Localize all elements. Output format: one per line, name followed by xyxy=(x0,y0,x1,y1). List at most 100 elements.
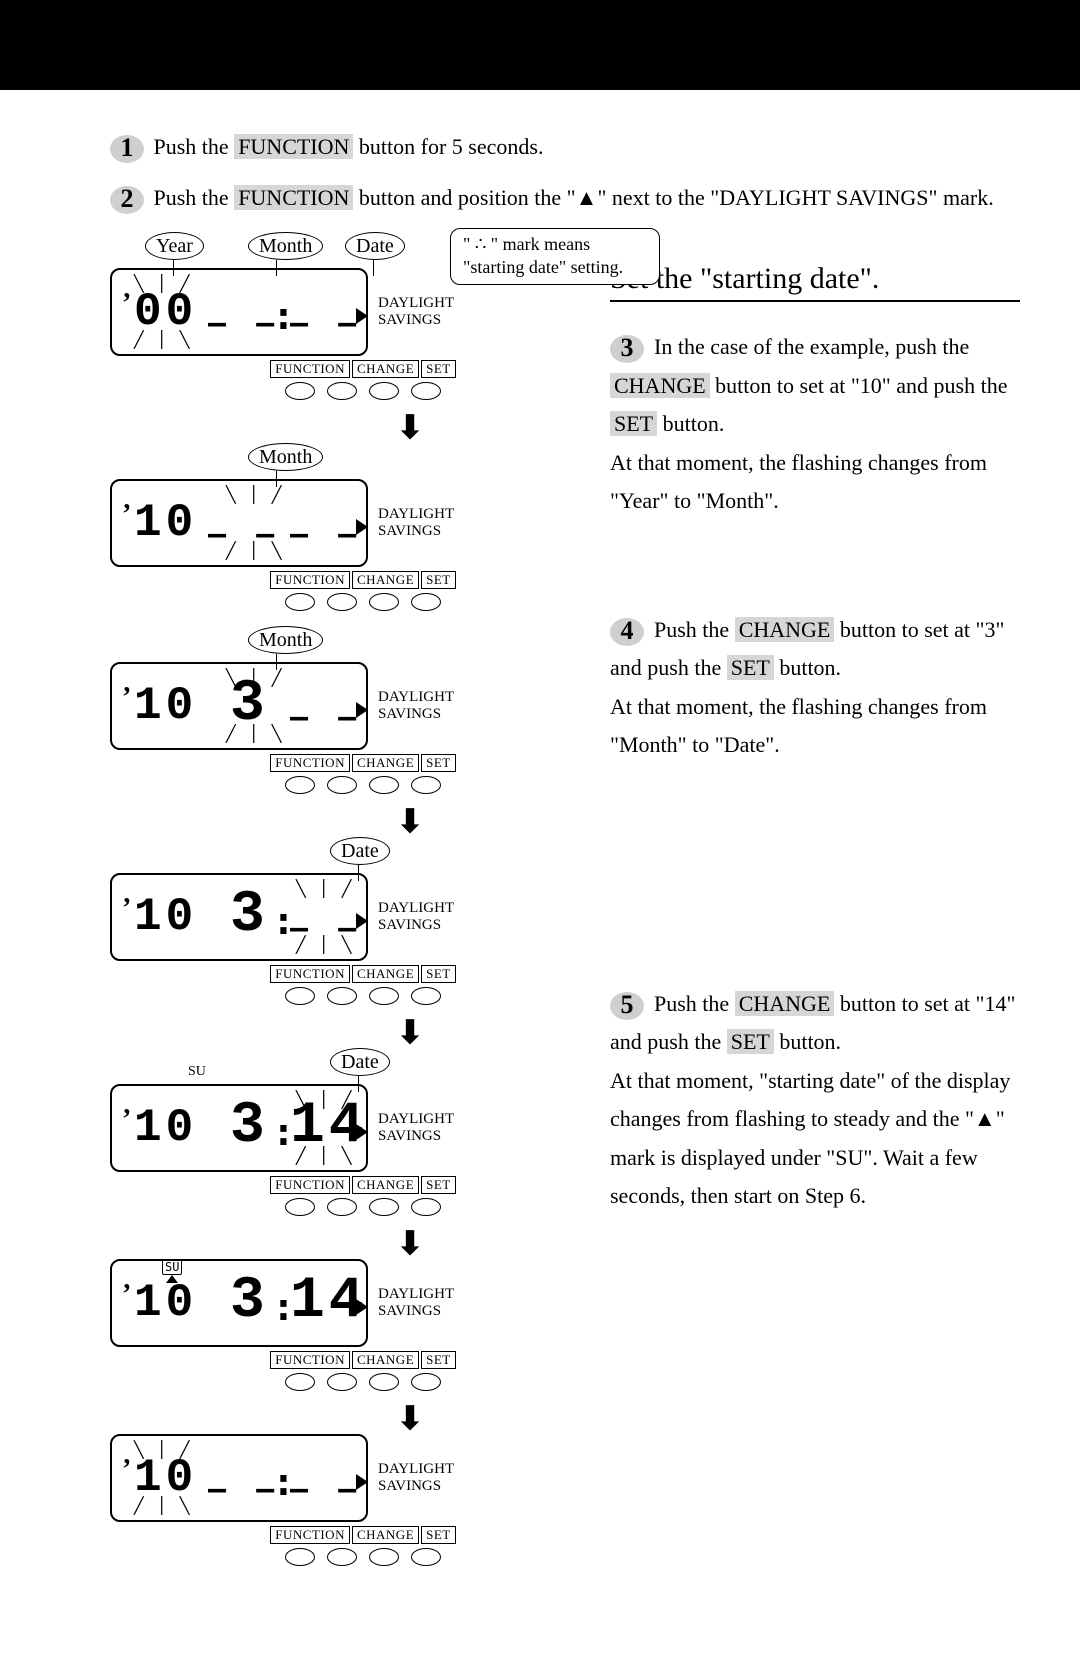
physical-button[interactable] xyxy=(369,382,399,400)
button-row xyxy=(156,985,570,1012)
instruction-step: 4 Push the CHANGE button to set at "3" a… xyxy=(610,611,1020,765)
section-underline xyxy=(610,300,1020,302)
dash-placeholder: – – xyxy=(208,1472,280,1507)
button-label: CHANGE xyxy=(352,1526,419,1544)
physical-button[interactable] xyxy=(411,593,441,611)
physical-button[interactable] xyxy=(285,382,315,400)
physical-button[interactable] xyxy=(369,1198,399,1216)
callout-date: Date xyxy=(345,232,405,260)
month-digits: 3 xyxy=(230,1094,269,1159)
year-digits: 10 xyxy=(134,1277,197,1329)
physical-button[interactable] xyxy=(285,776,315,794)
dash-placeholder: – – xyxy=(290,911,362,946)
physical-button[interactable] xyxy=(369,776,399,794)
daylight-savings-label: DAYLIGHTSAVINGS xyxy=(378,295,454,330)
button-label: CHANGE xyxy=(352,360,419,378)
physical-button[interactable] xyxy=(285,1373,315,1391)
button-label: SET xyxy=(421,965,456,983)
button-label-row: FUNCTIONCHANGESET xyxy=(156,754,570,772)
lcd-screen: ’103╲ │ ╱ ╱ │ ╲– – xyxy=(110,662,368,750)
lcd-panel: Month ’103╲ │ ╱ ╱ │ ╲– – DAYLIGHTSAVINGS… xyxy=(110,626,570,801)
button-label: SET xyxy=(421,1176,456,1194)
pointer-triangle-icon xyxy=(356,1124,368,1140)
daylight-savings-label: DAYLIGHTSAVINGS xyxy=(378,900,454,935)
physical-button[interactable] xyxy=(411,1198,441,1216)
button-label: SET xyxy=(421,360,456,378)
button-label: FUNCTION xyxy=(270,360,350,378)
pointer-triangle-icon xyxy=(356,702,368,718)
button-label: FUNCTION xyxy=(270,1176,350,1194)
month-digits: 3 xyxy=(230,1269,269,1334)
diagram-column: Year Month Date " ∴ " mark means "starti… xyxy=(110,232,570,1581)
colon-mark: : xyxy=(272,1110,295,1154)
physical-button[interactable] xyxy=(411,987,441,1005)
physical-button[interactable] xyxy=(285,593,315,611)
button-ref: FUNCTION xyxy=(234,185,353,210)
physical-button[interactable] xyxy=(411,1373,441,1391)
callout-row: Date xyxy=(130,837,570,873)
pointer-triangle-icon xyxy=(356,1299,368,1315)
button-row xyxy=(156,1196,570,1223)
button-label-row: FUNCTIONCHANGESET xyxy=(156,1176,570,1194)
step-text: Push the CHANGE button to set at "3" and… xyxy=(610,617,1004,758)
instruction-step: 3 In the case of the example, push the C… xyxy=(610,328,1020,521)
button-label: CHANGE xyxy=(352,754,419,772)
physical-button[interactable] xyxy=(285,1198,315,1216)
callout-date: Date xyxy=(330,1048,390,1076)
lcd-panel: Date ’103╲ │ ╱ ╱ │ ╲:– – DAYLIGHTSAVINGS… xyxy=(110,837,570,1012)
physical-button[interactable] xyxy=(285,987,315,1005)
dash-placeholder: – – xyxy=(290,1472,362,1507)
button-label: FUNCTION xyxy=(270,1526,350,1544)
arrow-down-icon: ⬇ xyxy=(250,809,570,833)
pointer-triangle-icon xyxy=(356,913,368,929)
callout-month: Month xyxy=(248,626,323,654)
daylight-savings-label: DAYLIGHTSAVINGS xyxy=(378,1286,454,1321)
callout-row: Month xyxy=(130,443,570,479)
physical-button[interactable] xyxy=(369,1548,399,1566)
physical-button[interactable] xyxy=(369,987,399,1005)
button-label-row: FUNCTIONCHANGESET xyxy=(156,571,570,589)
physical-button[interactable] xyxy=(327,987,357,1005)
dash-placeholder: – – xyxy=(290,517,362,552)
arrow-down-icon: ⬇ xyxy=(250,1231,570,1255)
step-text: Push the CHANGE button to set at "14" an… xyxy=(610,991,1015,1209)
button-label: FUNCTION xyxy=(270,754,350,772)
physical-button[interactable] xyxy=(285,1548,315,1566)
button-label: SET xyxy=(421,1351,456,1369)
physical-button[interactable] xyxy=(327,382,357,400)
physical-button[interactable] xyxy=(369,1373,399,1391)
physical-button[interactable] xyxy=(411,1548,441,1566)
physical-button[interactable] xyxy=(411,776,441,794)
button-row xyxy=(156,1371,570,1398)
dash-placeholder: – – xyxy=(208,517,280,552)
lcd-panel: Month ’10╲ │ ╱ ╱ │ ╲– – – – DAYLIGHTSAVI… xyxy=(110,443,570,618)
physical-button[interactable] xyxy=(327,776,357,794)
apostrophe-mark: ’ xyxy=(122,499,131,531)
physical-button[interactable] xyxy=(411,382,441,400)
apostrophe-mark: ’ xyxy=(122,1454,131,1486)
physical-button[interactable] xyxy=(327,593,357,611)
lcd-screen: SU’10314: xyxy=(110,1259,368,1347)
button-label: FUNCTION xyxy=(270,1351,350,1369)
button-ref: FUNCTION xyxy=(234,134,353,159)
button-label: FUNCTION xyxy=(270,965,350,983)
apostrophe-mark: ’ xyxy=(122,288,131,320)
physical-button[interactable] xyxy=(327,1548,357,1566)
page-body: 1 Push the FUNCTION button for 5 seconds… xyxy=(0,90,1080,1621)
lcd-screen: ’10╲ │ ╱ ╱ │ ╲– – – – xyxy=(110,479,368,567)
daylight-savings-label: DAYLIGHTSAVINGS xyxy=(378,1461,454,1496)
callout-row: Month xyxy=(130,626,570,662)
callout-month: Month xyxy=(248,232,323,260)
button-label: CHANGE xyxy=(352,571,419,589)
year-digits: 10 xyxy=(134,497,197,549)
button-label: SET xyxy=(421,1526,456,1544)
physical-button[interactable] xyxy=(327,1198,357,1216)
lcd-panel: ’10╲ │ ╱ ╱ │ ╲:– – – – DAYLIGHTSAVINGS F… xyxy=(110,1434,570,1573)
physical-button[interactable] xyxy=(369,593,399,611)
callout-row: Date SU xyxy=(130,1048,570,1084)
lcd-screen: ’103╲ │ ╱ ╱ │ ╲:– – xyxy=(110,873,368,961)
physical-button[interactable] xyxy=(327,1373,357,1391)
daylight-savings-label: DAYLIGHTSAVINGS xyxy=(378,689,454,724)
year-digits: 10 xyxy=(134,891,197,943)
pointer-triangle-icon xyxy=(356,308,368,324)
